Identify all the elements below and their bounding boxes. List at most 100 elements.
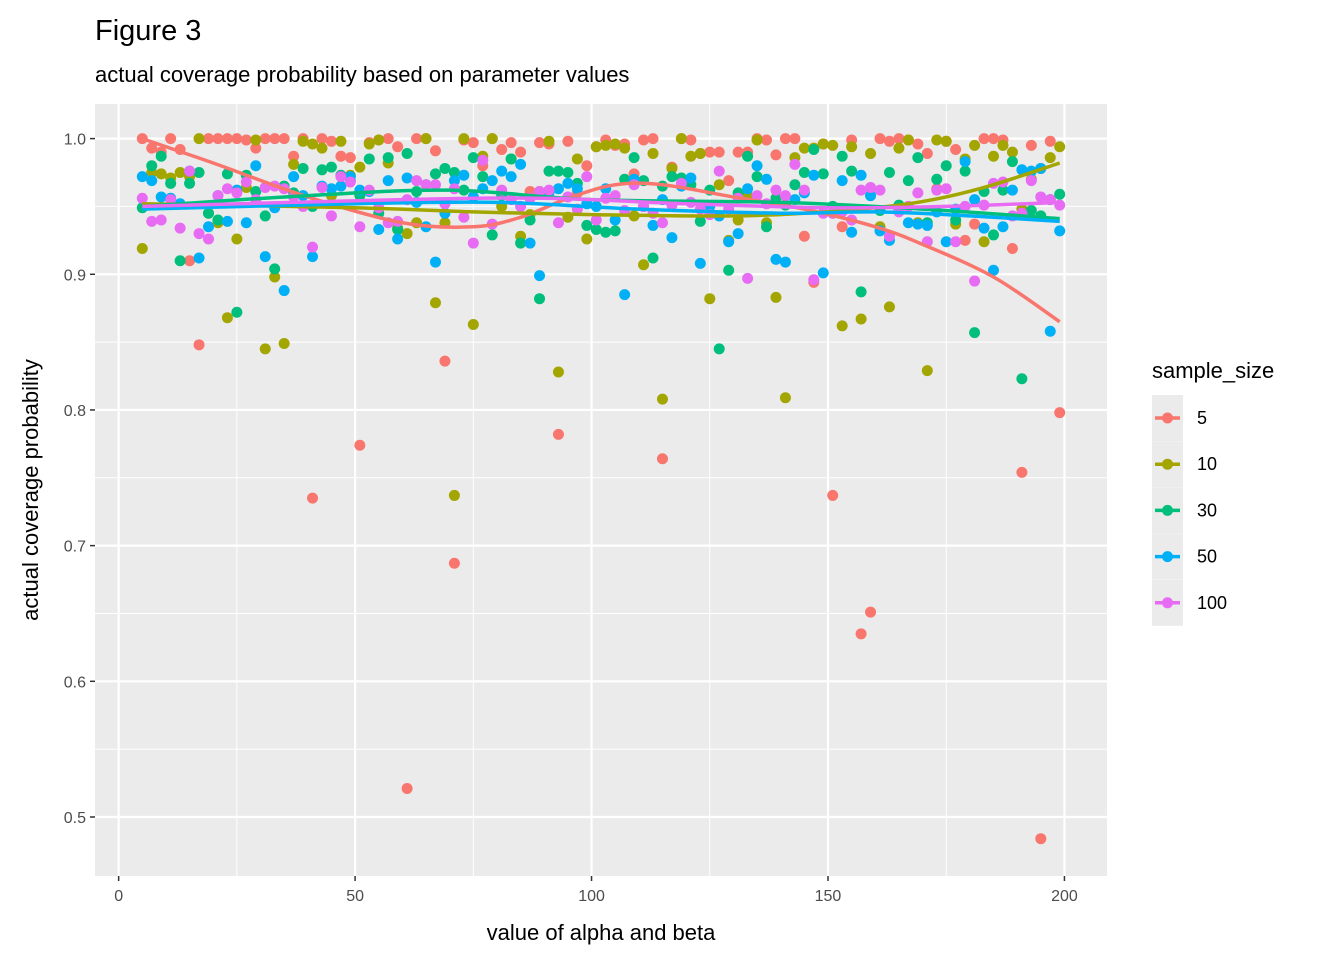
data-point-50 bbox=[779, 256, 791, 268]
data-point-30 bbox=[439, 162, 451, 174]
data-point-30 bbox=[600, 226, 612, 238]
data-point-50 bbox=[552, 183, 564, 195]
data-point-10 bbox=[174, 167, 186, 179]
data-point-5 bbox=[146, 142, 158, 154]
data-point-10 bbox=[335, 135, 347, 147]
data-point-100 bbox=[212, 190, 224, 202]
data-point-5 bbox=[344, 152, 356, 164]
data-point-30 bbox=[931, 173, 943, 185]
y-tick-label: 1.0 bbox=[64, 132, 86, 149]
data-point-50 bbox=[988, 264, 1000, 276]
y-tick-label: 0.7 bbox=[64, 539, 86, 556]
data-point-10 bbox=[921, 365, 933, 377]
data-point-30 bbox=[269, 263, 281, 275]
data-point-30 bbox=[184, 177, 196, 189]
data-point-50 bbox=[1016, 164, 1028, 176]
data-point-10 bbox=[401, 228, 413, 240]
data-point-5 bbox=[704, 146, 716, 158]
data-point-10 bbox=[269, 271, 281, 283]
data-point-100 bbox=[656, 217, 668, 229]
data-point-5 bbox=[732, 146, 744, 158]
data-point-5 bbox=[988, 133, 1000, 145]
data-point-5 bbox=[581, 160, 593, 172]
data-point-100 bbox=[354, 221, 366, 233]
x-tick-label: 50 bbox=[346, 888, 364, 905]
data-point-30 bbox=[212, 214, 224, 226]
data-point-10 bbox=[656, 393, 668, 405]
data-point-50 bbox=[155, 191, 167, 203]
data-point-50 bbox=[534, 270, 546, 282]
data-point-50 bbox=[1044, 325, 1056, 337]
data-point-5 bbox=[713, 146, 725, 158]
data-point-5 bbox=[439, 355, 451, 367]
data-point-100 bbox=[411, 175, 423, 187]
data-point-10 bbox=[638, 259, 650, 271]
data-point-10 bbox=[798, 142, 810, 154]
data-point-5 bbox=[552, 428, 564, 440]
data-point-50 bbox=[978, 222, 990, 234]
data-point-30 bbox=[855, 286, 867, 298]
data-point-10 bbox=[751, 134, 763, 146]
data-point-30 bbox=[950, 214, 962, 226]
data-point-30 bbox=[146, 160, 158, 172]
data-point-30 bbox=[628, 152, 640, 164]
data-point-30 bbox=[883, 167, 895, 179]
data-point-50 bbox=[392, 233, 404, 245]
x-axis-label: value of alpha and beta bbox=[487, 920, 717, 945]
data-point-30 bbox=[817, 168, 829, 180]
data-point-5 bbox=[761, 134, 773, 146]
data-point-30 bbox=[448, 167, 460, 179]
data-point-10 bbox=[458, 133, 470, 145]
data-point-5 bbox=[515, 146, 527, 158]
data-point-5 bbox=[798, 230, 810, 242]
data-point-30 bbox=[193, 167, 205, 179]
data-point-50 bbox=[515, 158, 527, 170]
data-point-100 bbox=[969, 275, 981, 287]
data-point-30 bbox=[382, 152, 394, 164]
data-point-50 bbox=[997, 221, 1009, 233]
data-point-10 bbox=[969, 139, 981, 151]
data-point-30 bbox=[524, 214, 536, 226]
data-point-5 bbox=[307, 492, 319, 504]
legend-title: sample_size bbox=[1152, 358, 1274, 383]
data-point-50 bbox=[448, 175, 460, 187]
data-point-30 bbox=[609, 225, 621, 237]
data-point-5 bbox=[723, 175, 735, 187]
data-point-100 bbox=[789, 158, 801, 170]
data-point-5 bbox=[231, 133, 243, 145]
data-point-50 bbox=[562, 177, 574, 189]
data-point-50 bbox=[146, 175, 158, 187]
data-point-30 bbox=[231, 306, 243, 318]
data-point-50 bbox=[505, 171, 517, 183]
data-point-100 bbox=[165, 194, 177, 206]
data-point-50 bbox=[732, 228, 744, 240]
data-point-30 bbox=[590, 224, 602, 236]
data-point-5 bbox=[1054, 407, 1066, 419]
data-point-100 bbox=[429, 179, 441, 191]
legend-key-point bbox=[1162, 504, 1173, 516]
data-point-30 bbox=[467, 152, 479, 164]
data-point-100 bbox=[779, 190, 791, 202]
data-point-10 bbox=[883, 301, 895, 313]
data-point-5 bbox=[288, 150, 300, 162]
legend-key-point bbox=[1162, 458, 1173, 470]
data-point-50 bbox=[609, 214, 621, 226]
x-axis: 0 50 100 150 200 bbox=[114, 876, 1078, 905]
data-point-10 bbox=[902, 134, 914, 146]
data-point-50 bbox=[770, 253, 782, 265]
data-point-5 bbox=[467, 137, 479, 149]
data-point-50 bbox=[666, 232, 678, 244]
data-point-30 bbox=[486, 229, 498, 241]
data-point-5 bbox=[827, 489, 839, 501]
data-point-5 bbox=[789, 133, 801, 145]
data-point-30 bbox=[429, 168, 441, 180]
data-point-5 bbox=[656, 453, 668, 465]
data-point-30 bbox=[259, 210, 271, 222]
data-point-30 bbox=[997, 184, 1009, 196]
data-point-50 bbox=[259, 251, 271, 263]
data-point-10 bbox=[694, 148, 706, 160]
data-point-10 bbox=[770, 291, 782, 303]
data-point-50 bbox=[855, 169, 867, 181]
data-point-30 bbox=[543, 165, 555, 177]
data-point-30 bbox=[534, 293, 546, 305]
